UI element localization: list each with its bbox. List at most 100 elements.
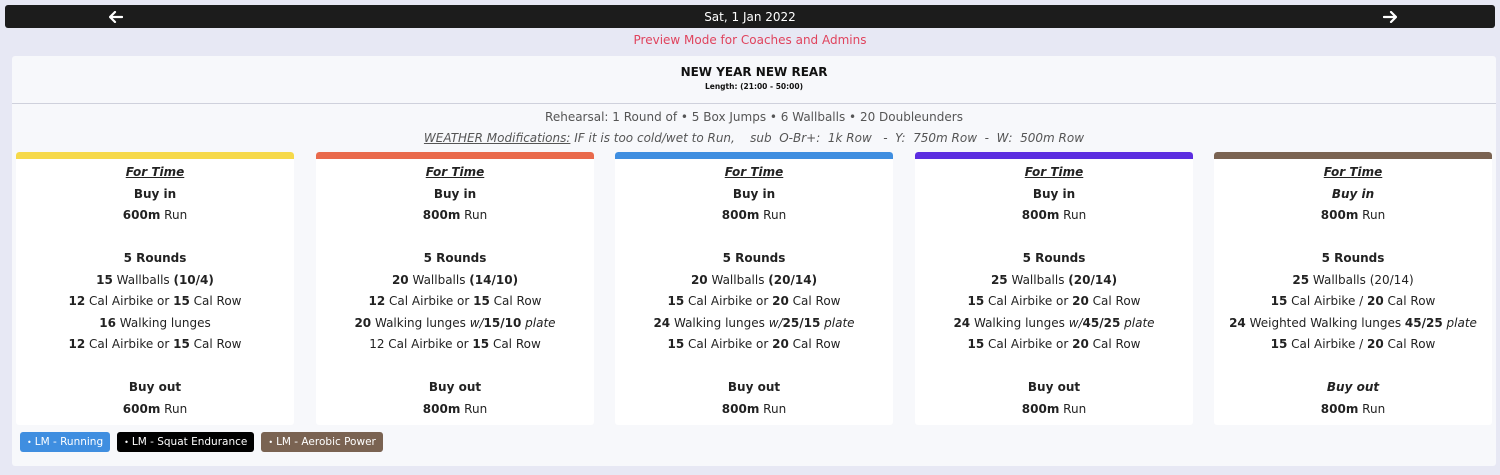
bike-row-movement: 15 Cal Airbike or 20 Cal Row — [915, 291, 1193, 313]
focus-tag[interactable]: • LM - Aerobic Power — [261, 432, 383, 452]
bullet-icon: • — [268, 437, 274, 447]
focus-tag[interactable]: • LM - Running — [20, 432, 111, 452]
rounds-heading: 5 Rounds — [423, 251, 487, 265]
buy-out-distance: 800m — [721, 401, 760, 416]
wallballs-movement: 25 Wallballs (20/14) — [1214, 270, 1492, 292]
bike-row-movement: 15 Cal Airbike / 20 Cal Row — [1214, 291, 1492, 313]
buy-out-activity: Run — [460, 401, 488, 416]
lunges-label: Walking lunges — [371, 315, 470, 330]
lunges-movement: 24 Weighted Walking lunges 45/25 plate — [1214, 313, 1492, 335]
arrow-left-icon[interactable] — [103, 7, 129, 26]
column-body: For Time Buy in 800m Run 5 Rounds 20 Wal… — [316, 162, 594, 420]
focus-tag[interactable]: • LM - Squat Endurance — [117, 432, 255, 452]
column-body: For Time Buy in 800m Run 5 Rounds 20 Wal… — [615, 162, 893, 420]
buy-out-activity: Run — [759, 401, 787, 416]
bike-label: Cal Airbike or — [984, 337, 1073, 351]
buy-out-movement: 800m Run — [915, 399, 1193, 421]
wallballs-weight: (10/4) — [173, 272, 214, 287]
buy-in-movement: 600m Run — [16, 205, 294, 227]
bike-label: Cal Airbike or — [684, 337, 773, 351]
workout-length: Length: (21:00 - 50:00) — [704, 82, 804, 91]
workout-column: For Time Buy in 800m Run 5 Rounds 20 Wal… — [615, 152, 893, 425]
lunges-movement: 16 Walking lunges — [16, 313, 294, 335]
buy-in-activity: Run — [460, 208, 488, 222]
lunges-weight: 45/25 — [1404, 315, 1443, 330]
wallballs-label: Wallballs — [707, 272, 769, 287]
bike-label: Cal Airbike or — [85, 337, 174, 351]
buy-in-movement: 800m Run — [915, 205, 1193, 227]
level-color-bar — [615, 152, 893, 159]
weather-modifications: WEATHER Modifications: IF it is too cold… — [12, 131, 1496, 145]
row-calories: 15 — [473, 294, 490, 308]
arrow-right-icon[interactable] — [1377, 7, 1403, 26]
current-date: Sat, 1 Jan 2022 — [704, 9, 796, 24]
bike-calories: 15 — [1270, 294, 1288, 308]
workout-title: NEW YEAR NEW REAR — [680, 65, 828, 79]
wallballs-label: Wallballs — [1309, 272, 1370, 287]
row-label: Cal Row — [189, 294, 242, 308]
buy-out-movement: 800m Run — [615, 399, 893, 421]
column-body: For Time Buy in 800m Run 5 Rounds 25 Wal… — [915, 162, 1193, 420]
buy-out-heading: Buy out — [1326, 380, 1380, 394]
lunges-plate: plate — [1120, 315, 1155, 330]
lunges-plate: plate — [820, 315, 855, 330]
tag-label: LM - Squat Endurance — [131, 436, 248, 448]
weather-text: IF it is too cold/wet to Run, sub O-Br+:… — [570, 131, 1085, 145]
lunges-label: Walking lunges — [670, 315, 769, 330]
row-label: Cal Row — [788, 337, 841, 351]
workout-header: NEW YEAR NEW REAR Length: (21:00 - 50:00… — [12, 65, 1496, 91]
column-body: For Time Buy in 600m Run 5 Rounds 15 Wal… — [16, 162, 294, 420]
bike-label: Cal Airbike or — [984, 294, 1073, 308]
lunges-with: w/ — [768, 315, 783, 330]
buy-out-movement: 800m Run — [316, 399, 594, 421]
lunges-reps: 16 — [99, 315, 116, 330]
row-label: Cal Row — [189, 337, 242, 351]
row-calories: 15 — [472, 337, 490, 351]
lunges-plate: plate — [1442, 315, 1477, 330]
lunges-weight: 45/25 — [1082, 315, 1121, 330]
row-calories: 15 — [173, 337, 190, 351]
bike-row-movement-2: 12 Cal Airbike or 15 Cal Row — [316, 334, 594, 356]
bike-label: Cal Airbike or — [85, 294, 174, 308]
lunges-reps: 24 — [1229, 315, 1246, 330]
wallballs-reps: 20 — [391, 272, 409, 287]
preview-mode-notice: Preview Mode for Coaches and Admins — [633, 33, 867, 47]
lunges-reps: 20 — [354, 315, 372, 330]
lunges-with: w/ — [469, 315, 484, 330]
row-calories: 20 — [1367, 294, 1384, 308]
for-time-heading: For Time — [1323, 165, 1383, 179]
wallballs-movement: 20 Wallballs (14/10) — [316, 270, 594, 292]
buy-in-activity: Run — [1358, 208, 1386, 222]
buy-in-activity: Run — [160, 208, 188, 222]
tag-label: LM - Running — [34, 436, 104, 448]
workout-column: For Time Buy in 800m Run 5 Rounds 20 Wal… — [316, 152, 594, 425]
workout-column: For Time Buy in 800m Run 5 Rounds 25 Wal… — [915, 152, 1193, 425]
buy-in-distance: 800m — [1021, 208, 1060, 222]
bike-calories: 12 — [369, 337, 385, 351]
bike-label: Cal Airbike / — [1287, 294, 1368, 308]
buy-out-activity: Run — [1059, 401, 1087, 416]
lunges-movement: 24 Walking lunges w/25/15 plate — [615, 313, 893, 335]
level-color-bar — [1214, 152, 1492, 159]
buy-in-heading: Buy in — [433, 186, 477, 201]
lunges-reps: 24 — [953, 315, 971, 330]
lunges-movement: 24 Walking lunges w/45/25 plate — [915, 313, 1193, 335]
buy-in-movement: 800m Run — [316, 205, 594, 227]
bike-label: Cal Airbike or — [385, 294, 474, 308]
bike-row-movement: 12 Cal Airbike or 15 Cal Row — [316, 291, 594, 313]
bike-label: Cal Airbike or — [384, 337, 473, 351]
bike-row-movement-2: 15 Cal Airbike or 20 Cal Row — [615, 334, 893, 356]
bike-calories: 15 — [1270, 337, 1288, 351]
buy-in-movement: 800m Run — [1214, 205, 1492, 227]
bike-label: Cal Airbike / — [1287, 337, 1368, 351]
buy-in-movement: 800m Run — [615, 205, 893, 227]
lunges-movement: 20 Walking lunges w/15/10 plate — [316, 313, 594, 335]
wallballs-label: Wallballs — [408, 272, 470, 287]
buy-in-heading: Buy in — [1331, 186, 1375, 201]
buy-in-distance: 800m — [1320, 208, 1359, 222]
workout-panel: NEW YEAR NEW REAR Length: (21:00 - 50:00… — [12, 56, 1496, 466]
bike-row-movement: 15 Cal Airbike or 20 Cal Row — [615, 291, 893, 313]
for-time-heading: For Time — [125, 165, 185, 179]
bike-row-movement-2: 15 Cal Airbike or 20 Cal Row — [915, 334, 1193, 356]
buy-out-heading: Buy out — [128, 380, 182, 394]
